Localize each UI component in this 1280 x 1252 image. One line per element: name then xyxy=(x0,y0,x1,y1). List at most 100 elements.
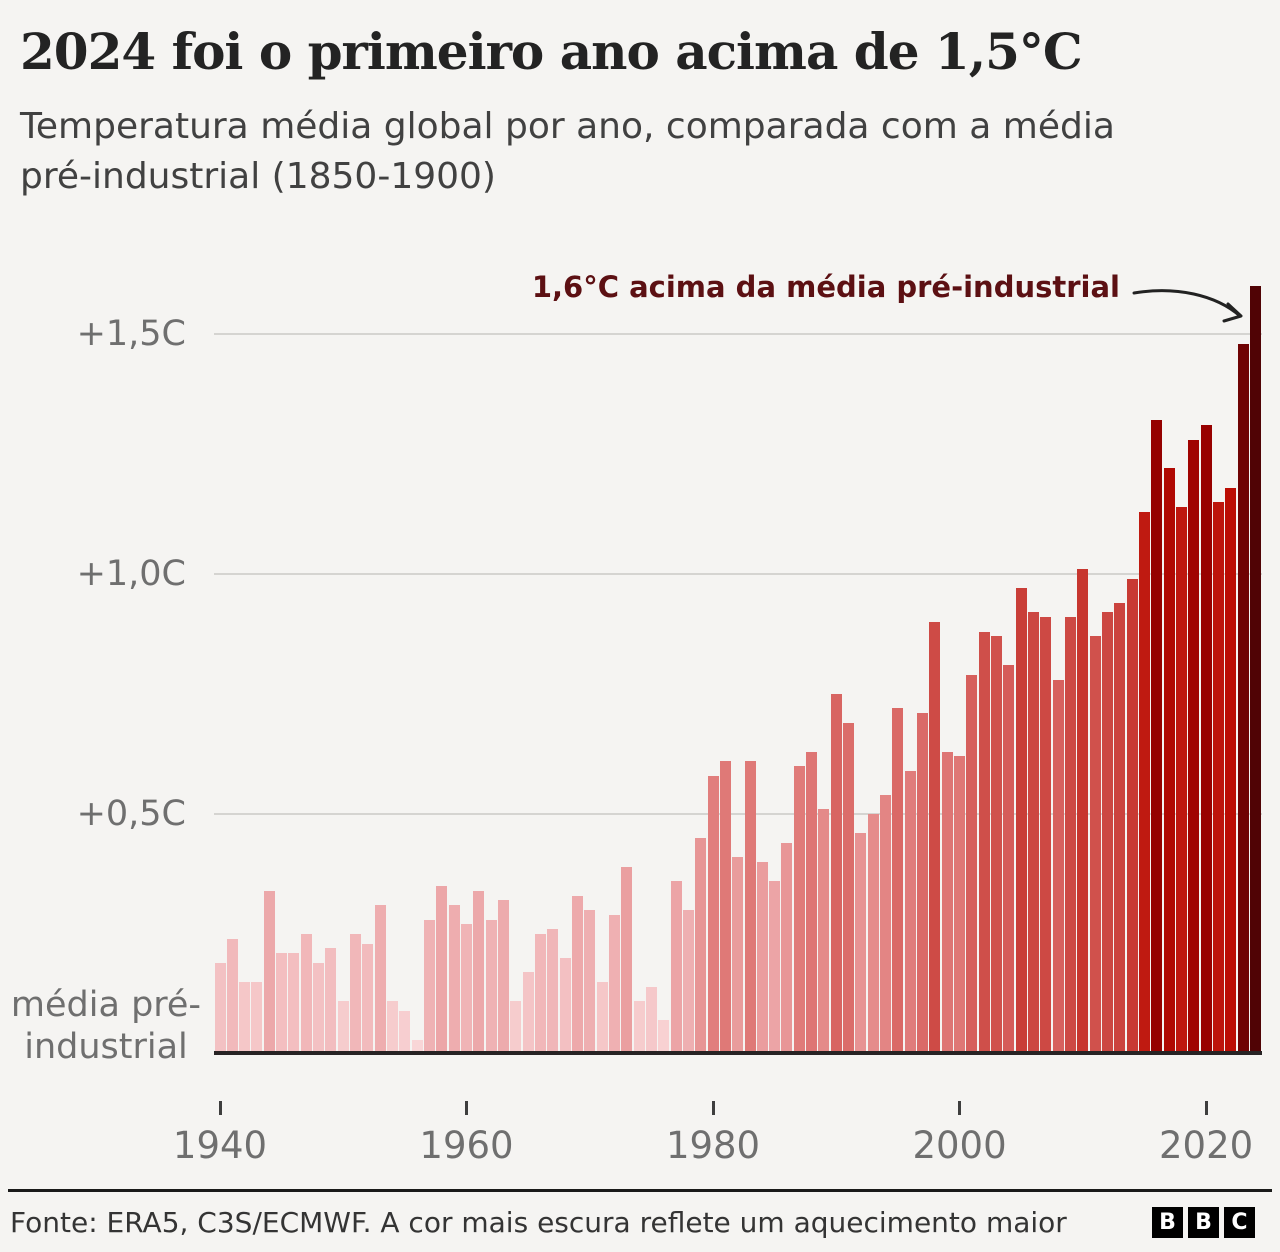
bar-1941 xyxy=(226,939,238,1054)
bar-1960 xyxy=(461,924,473,1054)
bar-1976 xyxy=(658,1020,670,1054)
bar-2020 xyxy=(1200,425,1212,1054)
bar-1942 xyxy=(239,982,251,1054)
bar-2019 xyxy=(1188,440,1200,1054)
bar-2014 xyxy=(1126,579,1138,1054)
bar-1979 xyxy=(695,838,707,1054)
bar-2005 xyxy=(1015,588,1027,1054)
bar-1958 xyxy=(436,886,448,1054)
bar-2009 xyxy=(1064,617,1076,1054)
subtitle-line-2: pré-industrial (1850-1900) xyxy=(20,156,496,197)
x-tick-2000 xyxy=(958,1101,962,1115)
bar-2008 xyxy=(1052,680,1064,1054)
bar-2006 xyxy=(1028,612,1040,1054)
x-axis-label-2020: 2020 xyxy=(1158,1124,1254,1167)
bar-1978 xyxy=(682,910,694,1054)
bar-1961 xyxy=(473,891,485,1054)
footer-divider xyxy=(8,1189,1272,1192)
bar-1997 xyxy=(917,713,929,1054)
x-axis-label-1940: 1940 xyxy=(172,1124,268,1167)
bar-1940 xyxy=(214,963,226,1054)
bar-1969 xyxy=(571,896,583,1054)
bar-1986 xyxy=(781,843,793,1054)
bar-1998 xyxy=(929,622,941,1054)
bar-1963 xyxy=(497,900,509,1054)
bbc-logo-block-2: B xyxy=(1188,1207,1219,1238)
x-axis-label-1980: 1980 xyxy=(665,1124,761,1167)
bar-1981 xyxy=(719,761,731,1054)
y-axis-label-+1,0C: +1,0C xyxy=(76,554,186,594)
chart-subtitle: Temperatura média global por ano, compar… xyxy=(20,102,1115,202)
bar-2021 xyxy=(1212,502,1224,1054)
bar-1949 xyxy=(325,948,337,1054)
bar-1974 xyxy=(633,1001,645,1054)
bar-1988 xyxy=(806,752,818,1054)
bar-2002 xyxy=(978,632,990,1054)
bar-1967 xyxy=(547,929,559,1054)
bar-1953 xyxy=(374,905,386,1054)
peak-annotation-label: 1,6°C acima da média pré-industrial xyxy=(531,270,1120,304)
bar-2017 xyxy=(1163,468,1175,1054)
bar-1955 xyxy=(399,1011,411,1054)
y-axis-label-+0,5C: +0,5C xyxy=(76,794,186,834)
x-tick-1940 xyxy=(218,1101,222,1115)
curved-arrow-icon xyxy=(1132,289,1243,323)
bar-2018 xyxy=(1175,507,1187,1054)
bar-1952 xyxy=(362,944,374,1054)
y-axis-label-+1,5C: +1,5C xyxy=(76,314,186,354)
bar-1966 xyxy=(534,934,546,1054)
bar-1946 xyxy=(288,953,300,1054)
bar-1951 xyxy=(350,934,362,1054)
bbc-logo-block-1: B xyxy=(1152,1207,1183,1238)
gridline-+1,0C xyxy=(214,573,1262,575)
bar-1983 xyxy=(744,761,756,1054)
bar-1950 xyxy=(337,1001,349,1054)
bar-1945 xyxy=(276,953,288,1054)
bar-1962 xyxy=(485,920,497,1054)
bar-1965 xyxy=(522,972,534,1054)
bar-1954 xyxy=(387,1001,399,1054)
x-axis-label-2000: 2000 xyxy=(912,1124,1007,1167)
bar-2001 xyxy=(966,675,978,1054)
bar-2011 xyxy=(1089,636,1101,1054)
bar-1948 xyxy=(313,963,325,1054)
baseline-label-line-1: média pré- xyxy=(10,985,202,1025)
bar-2007 xyxy=(1040,617,1052,1054)
bar-1972 xyxy=(608,915,620,1054)
bar-1964 xyxy=(510,1001,522,1054)
bar-2024 xyxy=(1249,286,1261,1054)
bar-1944 xyxy=(263,891,275,1054)
x-tick-1980 xyxy=(711,1101,715,1115)
bar-1975 xyxy=(645,987,657,1054)
bar-1982 xyxy=(732,857,744,1054)
bar-1957 xyxy=(424,920,436,1054)
bar-2022 xyxy=(1225,488,1237,1054)
bar-1994 xyxy=(880,795,892,1054)
bar-1971 xyxy=(596,982,608,1054)
y-axis-baseline-label: média pré-industrial xyxy=(5,984,207,1068)
bar-1984 xyxy=(756,862,768,1054)
bar-1973 xyxy=(621,867,633,1054)
bar-1985 xyxy=(769,881,781,1054)
bar-1968 xyxy=(559,958,571,1054)
bar-1989 xyxy=(818,809,830,1054)
bar-1977 xyxy=(670,881,682,1054)
bar-2016 xyxy=(1151,420,1163,1054)
bar-1996 xyxy=(904,771,916,1054)
bbc-logo-block-3: C xyxy=(1224,1207,1255,1238)
bar-1943 xyxy=(251,982,263,1054)
bar-1959 xyxy=(448,905,460,1054)
bar-2023 xyxy=(1237,344,1249,1054)
bar-2013 xyxy=(1114,603,1126,1054)
bar-2000 xyxy=(954,756,966,1054)
bar-1956 xyxy=(411,1040,423,1054)
gridline-+1,5C xyxy=(214,333,1262,335)
bar-1999 xyxy=(941,752,953,1054)
x-tick-2020 xyxy=(1204,1101,1208,1115)
gridline-+0,5C xyxy=(214,813,1262,815)
page-title: 2024 foi o primeiro ano acima de 1,5°C xyxy=(20,22,1083,81)
baseline-label-line-2: industrial xyxy=(24,1027,188,1067)
bar-2010 xyxy=(1077,569,1089,1054)
